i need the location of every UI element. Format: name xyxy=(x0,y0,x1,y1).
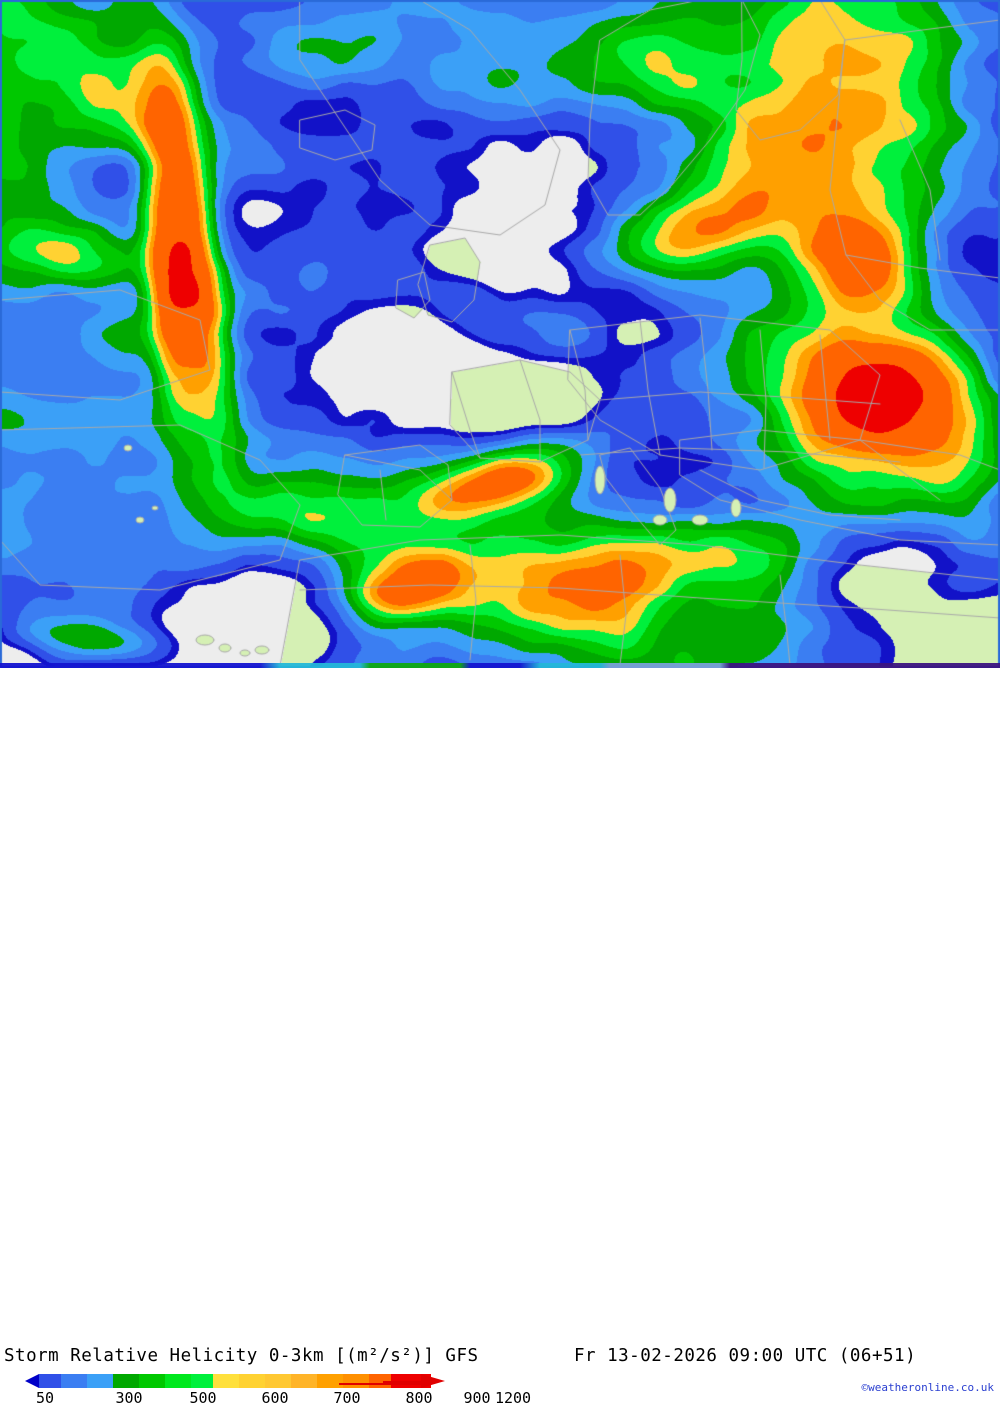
product-title: Storm Relative Helicity 0-3km [(m²/s²)] … xyxy=(4,1346,479,1366)
scale-swatch-100 xyxy=(61,1374,87,1388)
color-scale-tick-labels: 50 300 500 600 700 800 900 1200 xyxy=(0,1389,531,1407)
scale-swatch-200 xyxy=(87,1374,113,1388)
scale-swatch-600 xyxy=(213,1374,239,1388)
scale-swatch-680 xyxy=(265,1374,291,1388)
scale-tick-1200: 1200 xyxy=(494,1389,532,1407)
scale-swatch-550 xyxy=(191,1374,213,1388)
color-scale-legend[interactable]: 50 300 500 600 700 800 900 1200 xyxy=(0,1372,531,1407)
scale-swatch-500 xyxy=(165,1374,191,1388)
map-border-strip xyxy=(0,663,1000,668)
scale-tick-500: 500 xyxy=(189,1389,217,1407)
helicity-map-canvas[interactable] xyxy=(0,0,1000,668)
scale-tick-900: 900 xyxy=(463,1389,491,1407)
scale-swatch-300 xyxy=(113,1374,139,1388)
valid-time-label: Fr 13-02-2026 09:00 UTC (06+51) xyxy=(574,1346,917,1366)
map-footer: Storm Relative Helicity 0-3km [(m²/s²)] … xyxy=(0,668,1000,1407)
scale-swatch-720 xyxy=(291,1374,317,1388)
scale-tick-700: 700 xyxy=(333,1389,361,1407)
scale-swatch-400 xyxy=(139,1374,165,1388)
scale-swatch-640 xyxy=(239,1374,265,1388)
scale-tick-50: 50 xyxy=(35,1389,55,1407)
scale-low-cap-icon xyxy=(25,1374,39,1388)
scale-high-arrow-icon xyxy=(339,1374,461,1388)
scale-swatch-50 xyxy=(39,1374,61,1388)
copyright-label: ©weatheronline.co.uk xyxy=(861,1381,994,1394)
scale-tick-800: 800 xyxy=(405,1389,433,1407)
map-panel[interactable] xyxy=(0,0,1000,668)
scale-tick-600: 600 xyxy=(261,1389,289,1407)
scale-tick-300: 300 xyxy=(115,1389,143,1407)
